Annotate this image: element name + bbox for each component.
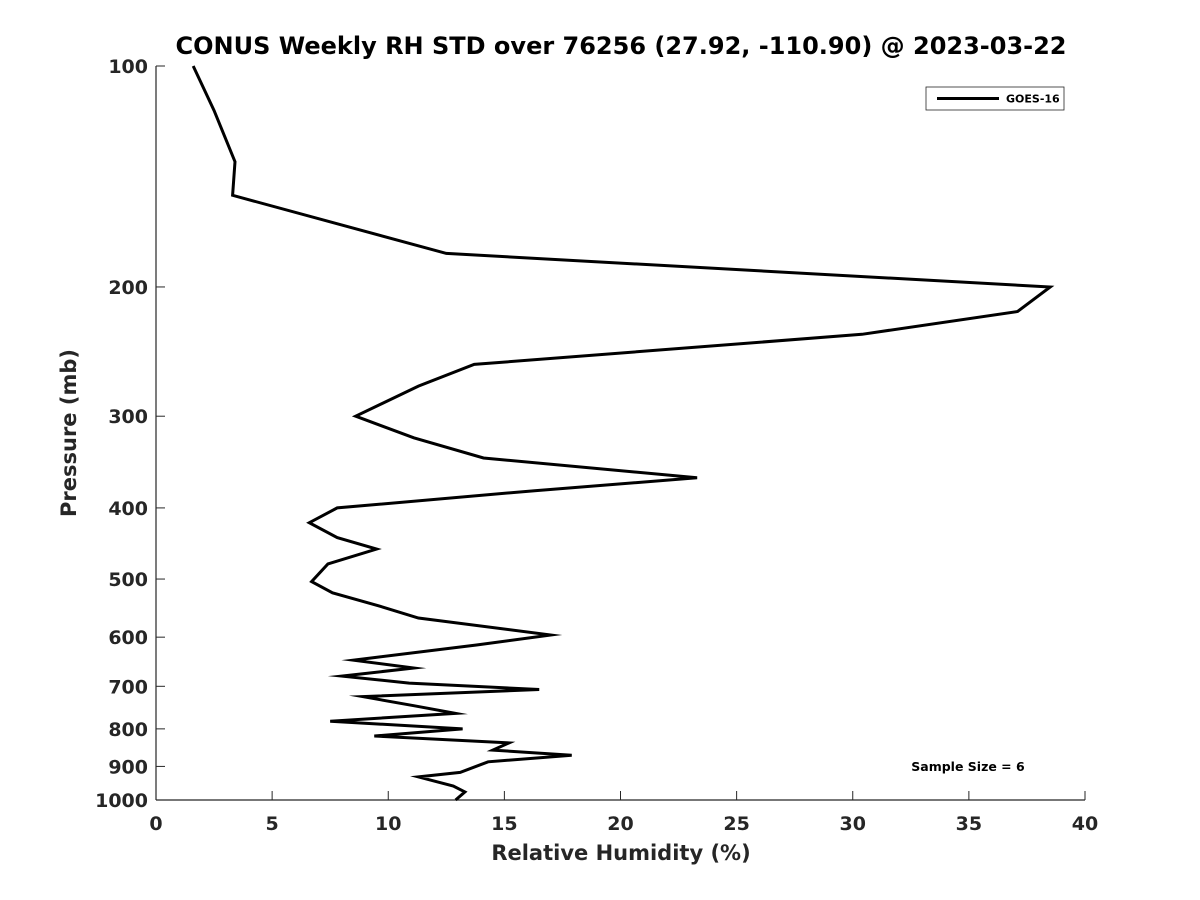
x-tick-label: 35 [956, 813, 982, 835]
y-axis-ticks: 100 200 300 400 500 600 700 800 900 1000 [95, 56, 165, 812]
legend: GOES-16 [925, 86, 1065, 111]
series-layer [191, 65, 1055, 802]
x-tick-label: 25 [723, 813, 749, 835]
chart-title: CONUS Weekly RH STD over 76256 (27.92, -… [175, 32, 1066, 60]
x-tick-label: 10 [375, 813, 401, 835]
y-tick-label: 100 [108, 56, 148, 78]
y-tick-label: 300 [108, 406, 148, 428]
series-line-goes16 [191, 65, 1055, 802]
y-tick-label: 1000 [95, 790, 148, 812]
legend-label-goes16: GOES-16 [1006, 93, 1060, 106]
x-tick-label: 0 [149, 813, 162, 835]
x-tick-label: 30 [840, 813, 866, 835]
x-axis-ticks: 0 5 10 15 20 25 30 35 40 [149, 791, 1098, 835]
y-axis-label: Pressure (mb) [57, 349, 81, 517]
y-tick-label: 600 [108, 627, 148, 649]
x-tick-label: 20 [607, 813, 633, 835]
x-tick-label: 15 [491, 813, 517, 835]
sample-size-annotation: Sample Size = 6 [911, 759, 1025, 774]
y-tick-label: 800 [108, 719, 148, 741]
x-axis-label: Relative Humidity (%) [491, 841, 750, 865]
y-tick-label: 500 [108, 569, 148, 591]
y-tick-label: 200 [108, 277, 148, 299]
y-tick-label: 700 [108, 676, 148, 698]
y-tick-label: 900 [108, 756, 148, 778]
y-tick-label: 400 [108, 498, 148, 520]
x-tick-label: 40 [1072, 813, 1098, 835]
x-tick-label: 5 [266, 813, 279, 835]
